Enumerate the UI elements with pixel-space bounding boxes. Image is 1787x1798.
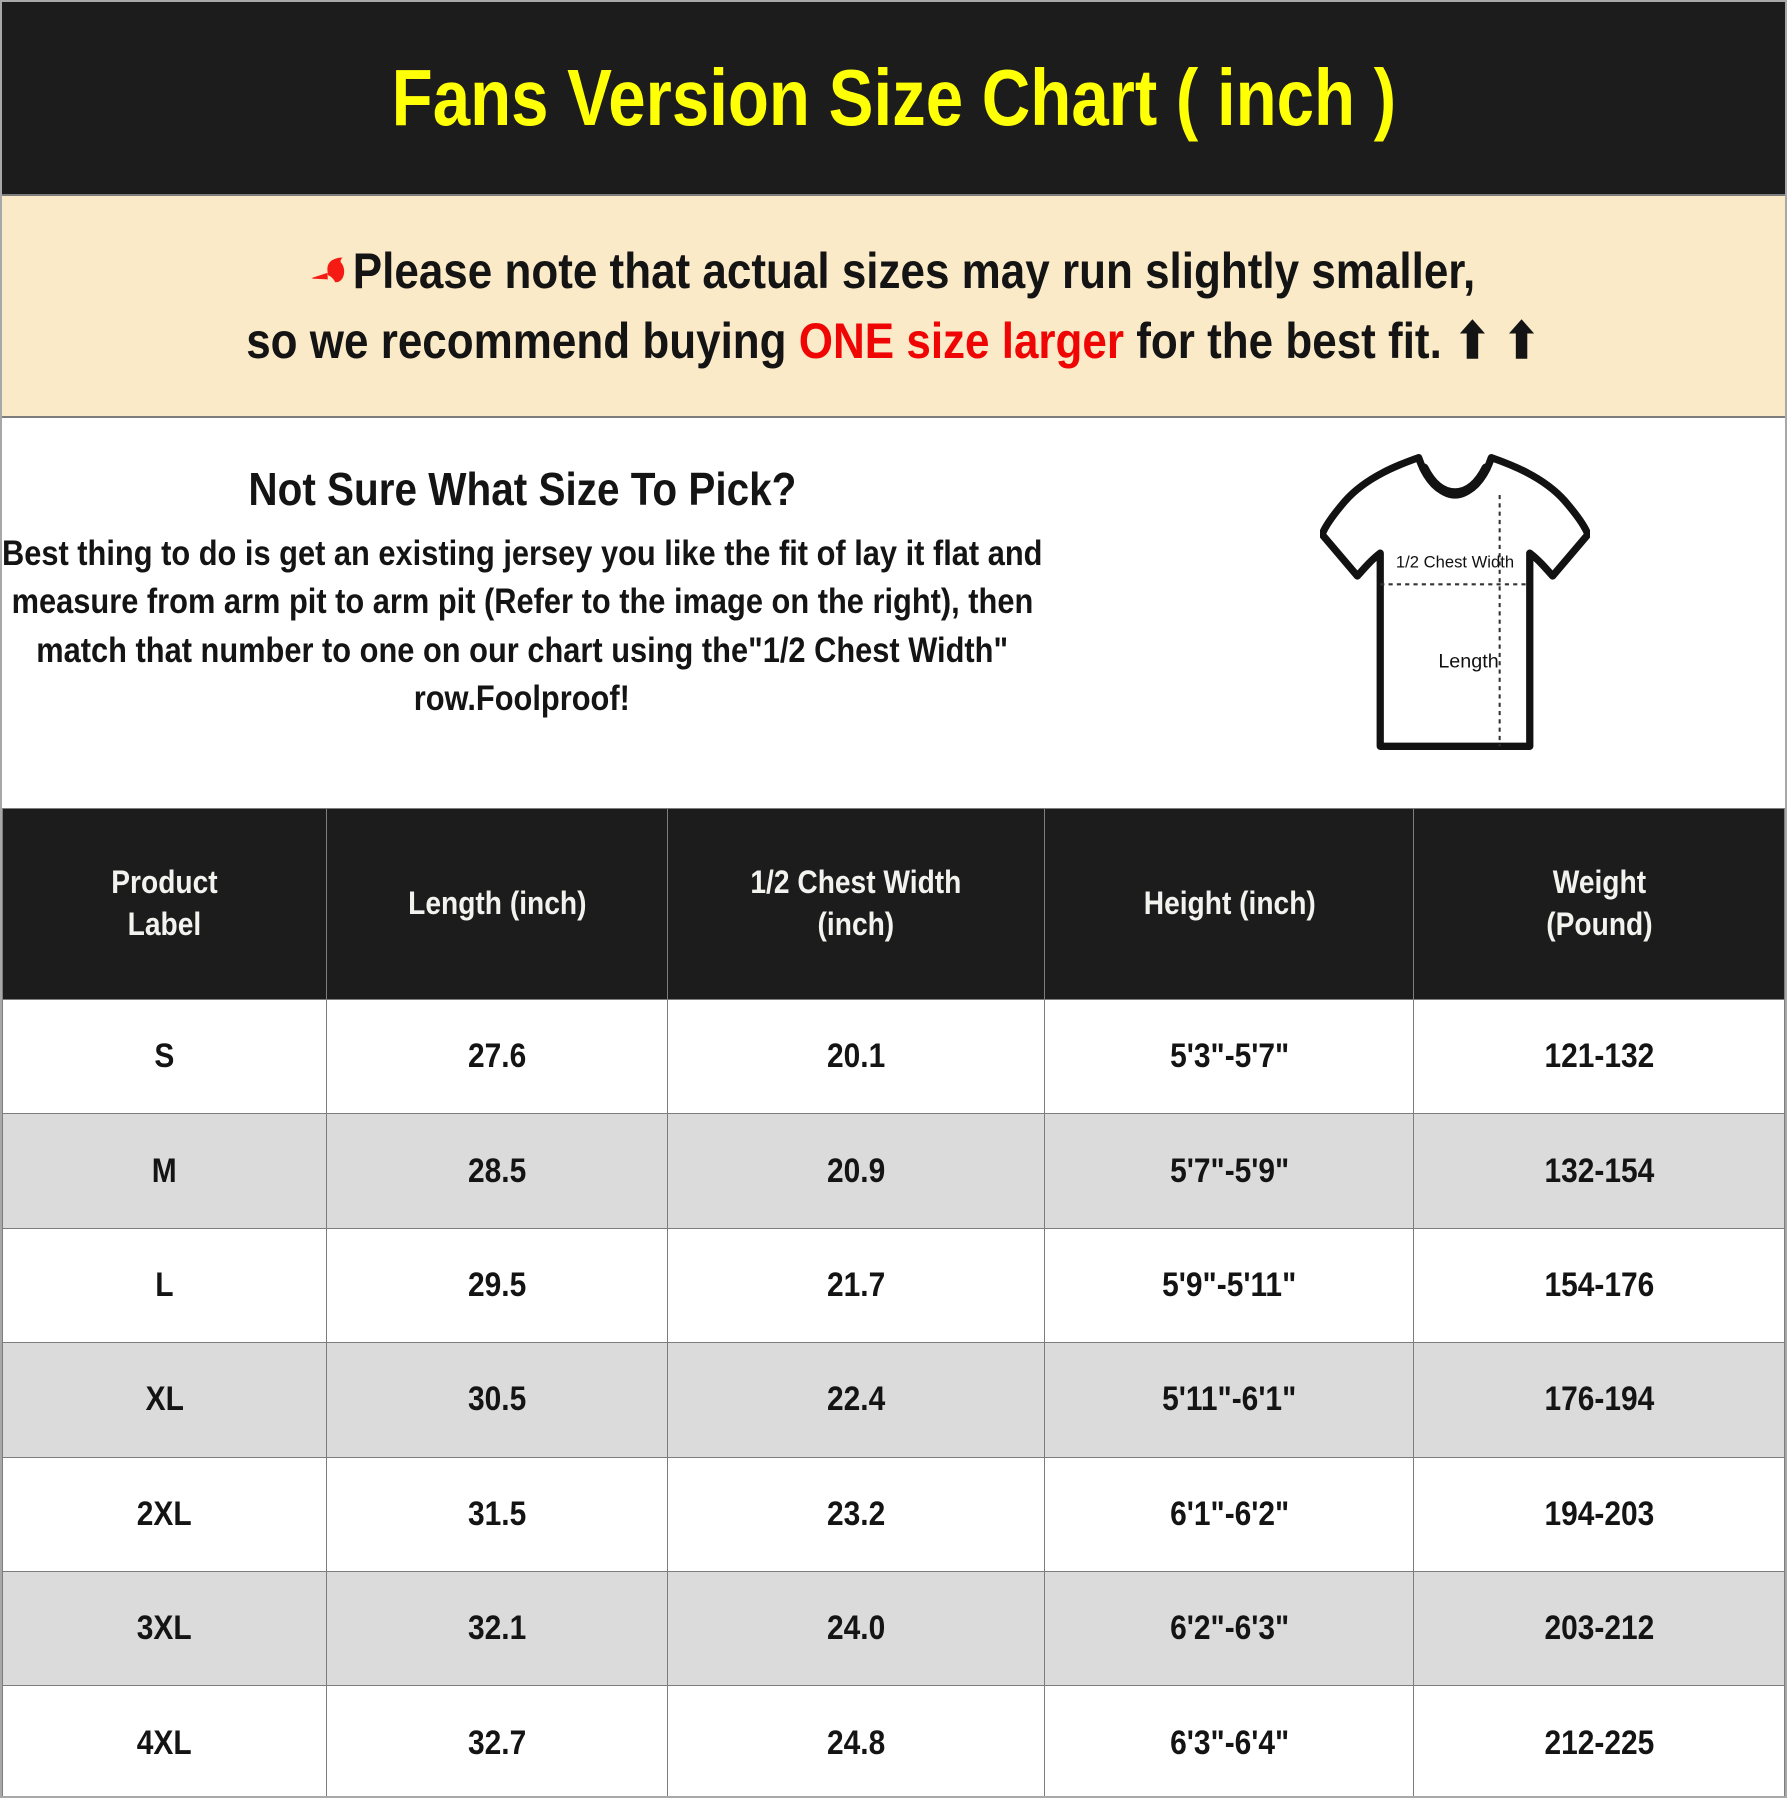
svg-text:Length: Length [1438, 650, 1498, 672]
svg-text:1/2 Chest Width: 1/2 Chest Width [1396, 553, 1514, 572]
